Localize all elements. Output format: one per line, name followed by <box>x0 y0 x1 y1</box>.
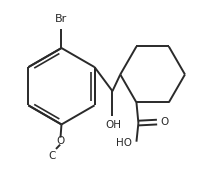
Text: C: C <box>48 151 55 161</box>
Text: OH: OH <box>105 120 121 130</box>
Text: Br: Br <box>54 15 67 24</box>
Text: O: O <box>56 136 65 146</box>
Text: O: O <box>161 117 169 127</box>
Text: HO: HO <box>116 138 132 148</box>
